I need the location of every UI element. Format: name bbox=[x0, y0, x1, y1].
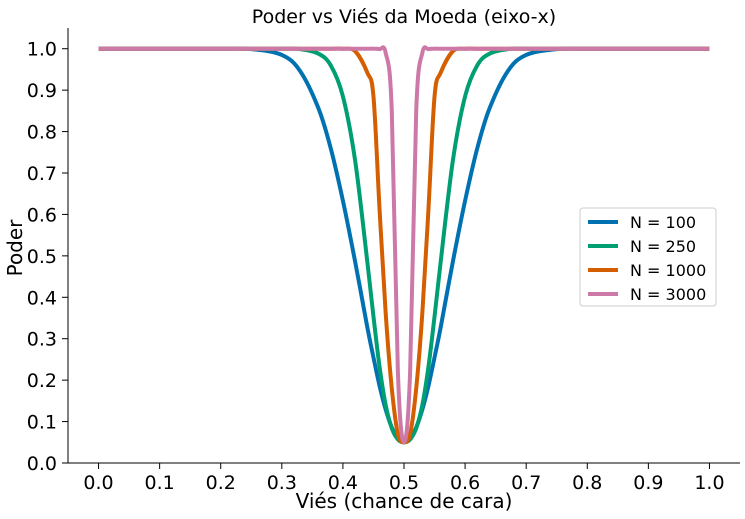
x-tick-label: 0.3 bbox=[267, 472, 297, 494]
legend: N = 100 N = 250 N = 1000 N = 3000 bbox=[579, 207, 717, 307]
y-tick-label: 0.9 bbox=[27, 80, 57, 102]
x-tick-label: 0.2 bbox=[206, 472, 236, 494]
chart-title: Poder vs Viés da Moeda (eixo-x) bbox=[252, 6, 556, 28]
series-lines bbox=[98, 45, 710, 445]
y-tick-label: 0.6 bbox=[27, 204, 57, 226]
x-tick-label: 0.8 bbox=[572, 472, 602, 494]
x-tick-label: 0.9 bbox=[633, 472, 663, 494]
legend-entry: N = 250 bbox=[630, 237, 696, 256]
x-axis: 0.0 0.1 0.2 0.3 0.4 0.5 0.6 0.7 0.8 0.9 1.0 bbox=[68, 462, 740, 494]
x-tick-label: 0.1 bbox=[145, 472, 175, 494]
x-tick-label: 1.0 bbox=[694, 472, 724, 494]
y-tick-label: 0.7 bbox=[27, 163, 57, 185]
y-tick-label: 0.5 bbox=[27, 246, 57, 268]
y-tick-label: 0.1 bbox=[27, 412, 57, 434]
x-tick-label: 0.6 bbox=[450, 472, 480, 494]
x-tick-label: 0.0 bbox=[83, 472, 113, 494]
x-tick-label: 0.5 bbox=[389, 472, 419, 494]
legend-entry: N = 1000 bbox=[630, 261, 706, 280]
legend-entry: N = 100 bbox=[630, 213, 696, 232]
y-axis-label: Poder bbox=[3, 219, 27, 277]
series-line-4 bbox=[98, 45, 710, 445]
y-tick-label: 0.0 bbox=[27, 453, 57, 475]
y-axis: 0.0 0.1 0.2 0.3 0.4 0.5 0.6 0.7 0.8 0.9 1.0 bbox=[27, 28, 69, 475]
legend-box bbox=[579, 207, 717, 307]
x-tick-label: 0.7 bbox=[511, 472, 541, 494]
y-tick-label: 0.2 bbox=[27, 370, 57, 392]
y-tick-label: 0.4 bbox=[27, 287, 57, 309]
y-tick-label: 1.0 bbox=[27, 39, 57, 61]
x-axis-label: Viés (chance de cara) bbox=[296, 489, 513, 513]
y-tick-label: 0.8 bbox=[27, 122, 57, 144]
legend-entry: N = 3000 bbox=[630, 285, 706, 304]
y-tick-label: 0.3 bbox=[27, 329, 57, 351]
x-tick-label: 0.4 bbox=[328, 472, 358, 494]
